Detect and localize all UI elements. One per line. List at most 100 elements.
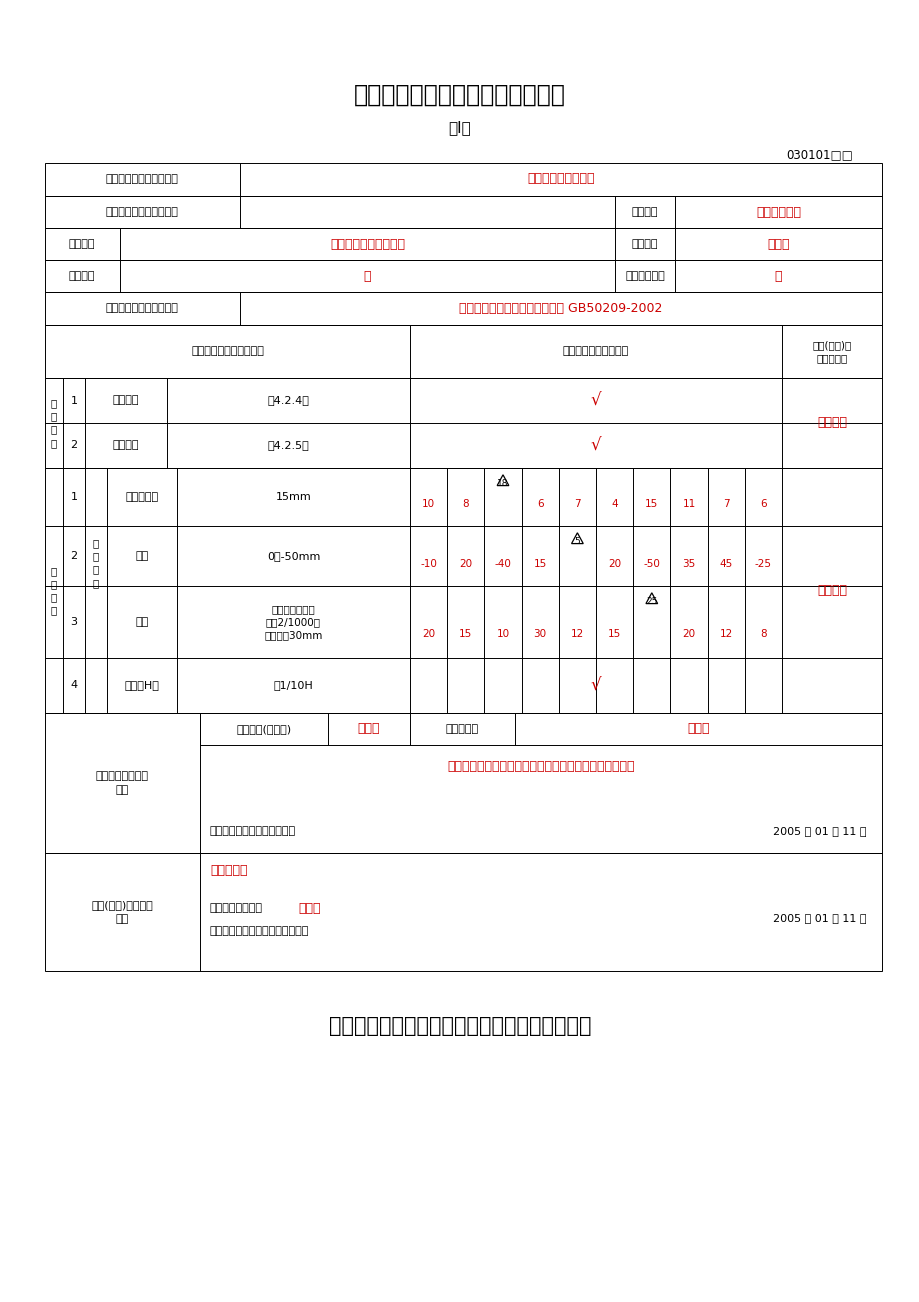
Text: 表面平整度: 表面平整度 [125, 492, 158, 503]
Text: 6: 6 [537, 499, 543, 509]
Text: √: √ [590, 392, 601, 410]
Text: 8: 8 [759, 629, 766, 639]
Text: 项目专业质量检查员：卢加强: 项目专业质量检查员：卢加强 [210, 825, 296, 836]
Text: 江生坤: 江生坤 [357, 723, 380, 736]
Text: 0，-50mm: 0，-50mm [267, 551, 320, 561]
Text: 12: 12 [570, 629, 584, 639]
Text: 20: 20 [459, 559, 471, 569]
Text: 允
许
偏
差: 允 许 偏 差 [93, 538, 99, 587]
Bar [45, 197, 881, 228]
Text: 15: 15 [459, 629, 472, 639]
Text: 15mm: 15mm [276, 492, 311, 503]
Text: 030101□□: 030101□□ [786, 148, 853, 161]
Text: 12: 12 [719, 629, 732, 639]
Text: 分包单位: 分包单位 [69, 271, 96, 281]
Text: 分包项目经理: 分包项目经理 [624, 271, 664, 281]
Text: 2005 年 01 月 11 日: 2005 年 01 月 11 日 [773, 913, 866, 923]
Text: 18: 18 [496, 479, 508, 488]
Text: 同意验收！: 同意验收！ [210, 865, 247, 878]
Text: 施工质量验收规范的规定: 施工质量验收规范的规定 [191, 346, 264, 357]
Text: 7: 7 [722, 499, 729, 509]
Text: 15: 15 [533, 559, 546, 569]
Text: 20: 20 [422, 629, 435, 639]
Text: 标高: 标高 [135, 551, 149, 561]
Text: 8: 8 [462, 499, 469, 509]
Text: 施工单位检查评定记录: 施工单位检查评定记录 [562, 346, 629, 357]
Bar [199, 713, 881, 745]
Text: 1: 1 [71, 492, 77, 503]
Text: 10: 10 [422, 499, 435, 509]
Text: 3: 3 [71, 617, 77, 628]
Text: 不大于房间相应
尺寸2/1000，
且不大于30mm: 不大于房间相应 尺寸2/1000， 且不大于30mm [264, 604, 323, 641]
Bar [45, 228, 881, 260]
Text: 主控项目全部合格，一般项目基本满足施工规范的规定！: 主控项目全部合格，一般项目基本满足施工规范的规定！ [447, 760, 634, 773]
Text: 35: 35 [682, 559, 695, 569]
Bar [45, 260, 881, 292]
Text: 分部（子分部）工程名称: 分部（子分部）工程名称 [106, 207, 178, 217]
Text: -50: -50 [642, 559, 660, 569]
Text: 20: 20 [607, 559, 620, 569]
Text: 施工单位检查评定
结果: 施工单位检查评定 结果 [96, 771, 149, 794]
Text: 监理(建设)单
位验收记录: 监理(建设)单 位验收记录 [811, 340, 851, 363]
Text: 南靖馨兰山庄１号楼: 南靖馨兰山庄１号楼 [527, 172, 594, 185]
Text: 一层室内地面: 一层室内地面 [755, 206, 800, 219]
Text: -10: -10 [420, 559, 437, 569]
Text: 25: 25 [645, 598, 657, 607]
Text: （建设单位项目专业技术负责人）: （建设单位项目专业技术负责人） [210, 926, 309, 936]
Text: 主
控
项
目: 主 控 项 目 [51, 398, 57, 448]
Bar [45, 326, 881, 378]
Text: 徐建平: 徐建平 [299, 901, 321, 914]
Text: 坡度: 坡度 [135, 617, 149, 628]
Text: 基土土料: 基土土料 [113, 396, 139, 405]
Text: 4: 4 [610, 499, 618, 509]
Text: 一
般
项
目: 一 般 项 目 [51, 565, 57, 616]
Text: 10: 10 [496, 629, 509, 639]
Text: √: √ [590, 436, 601, 454]
Bar [45, 292, 881, 326]
Text: 第4.2.5条: 第4.2.5条 [267, 440, 309, 450]
Text: 监理(建设)单位验收
结论: 监理(建设)单位验收 结论 [92, 901, 153, 923]
Text: -25: -25 [754, 559, 771, 569]
Text: 1: 1 [71, 396, 77, 405]
Text: （I）: （I） [448, 121, 471, 135]
Text: 2: 2 [71, 551, 77, 561]
Text: 项目经理: 项目经理 [631, 240, 657, 249]
Text: 单位（子单位）工程名称: 单位（子单位）工程名称 [106, 174, 178, 184]
Text: 建筑地面工程施工质量验收规范 GB50209-2002: 建筑地面工程施工质量验收规范 GB50209-2002 [459, 302, 662, 315]
Bar [45, 853, 881, 971]
Text: 砂垫层和砂石工程垫层工程检验批质量验收记录: 砂垫层和砂石工程垫层工程检验批质量验收记录 [328, 1016, 591, 1036]
Text: 7: 7 [573, 499, 580, 509]
Text: 张志民: 张志民 [686, 723, 709, 736]
Text: 20: 20 [682, 629, 695, 639]
Text: 5: 5 [573, 538, 580, 547]
Text: 基土垫层工程检验批质量验收记录: 基土垫层工程检验批质量验收记录 [354, 83, 565, 107]
Text: 30: 30 [533, 629, 546, 639]
Text: 11: 11 [682, 499, 695, 509]
Text: 吴忠生: 吴忠生 [766, 237, 789, 250]
Text: 南靖信达建筑工程公司: 南靖信达建筑工程公司 [330, 237, 404, 250]
Text: 45: 45 [719, 559, 732, 569]
Text: 6: 6 [759, 499, 766, 509]
Text: 验收部位: 验收部位 [631, 207, 657, 217]
Bar [45, 467, 881, 713]
Text: 4: 4 [71, 681, 77, 690]
Bar [45, 378, 881, 467]
Text: √: √ [590, 677, 601, 694]
Text: 符合要求: 符合要求 [816, 585, 846, 598]
Text: 15: 15 [644, 499, 658, 509]
Text: ／: ／ [363, 270, 371, 283]
Text: 2005 年 01 月 11 日: 2005 年 01 月 11 日 [773, 825, 866, 836]
Text: 厚度（H）: 厚度（H） [124, 681, 159, 690]
Text: -40: -40 [494, 559, 511, 569]
Text: 专业工长(施工员): 专业工长(施工员) [236, 724, 291, 734]
Text: 专业监理工程师：: 专业监理工程师： [210, 904, 263, 913]
Text: 符合要求: 符合要求 [816, 417, 846, 430]
Bar [45, 163, 881, 197]
Text: 基土压实: 基土压实 [113, 440, 139, 450]
Text: 15: 15 [607, 629, 620, 639]
Text: 施工班组长: 施工班组长 [446, 724, 479, 734]
Text: 施工执行标准名称及编号: 施工执行标准名称及编号 [106, 303, 178, 312]
Text: 施工单位: 施工单位 [69, 240, 96, 249]
Text: ＜1/10H: ＜1/10H [273, 681, 313, 690]
Text: ／: ／ [774, 270, 781, 283]
